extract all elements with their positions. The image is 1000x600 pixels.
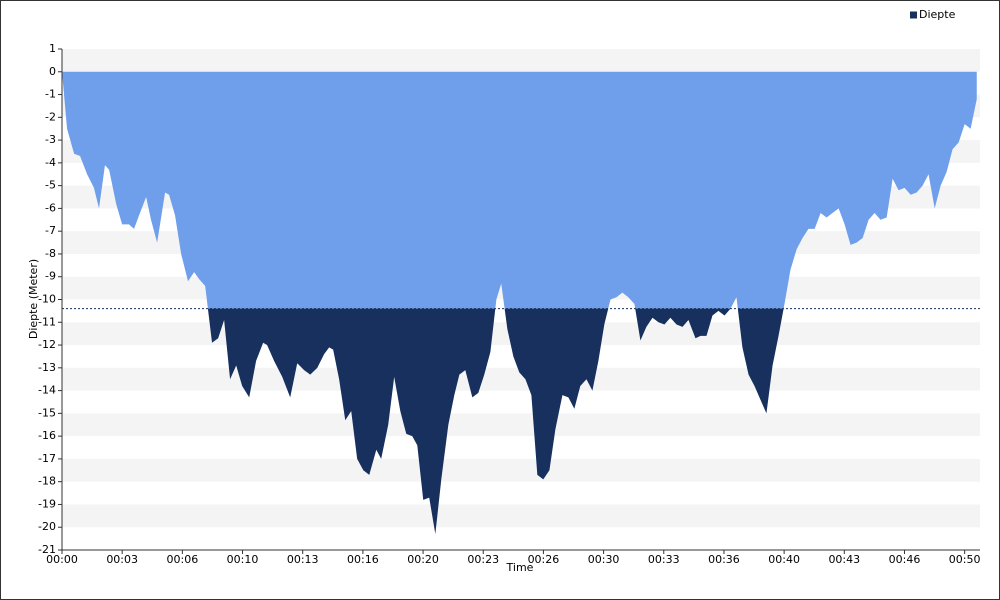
legend-label: Diepte — [919, 8, 956, 21]
x-tick-label: 00:50 — [949, 553, 981, 566]
y-tick-label: -17 — [38, 452, 56, 465]
y-tick-label: -21 — [38, 543, 56, 556]
x-tick-label: 00:13 — [287, 553, 319, 566]
y-tick-label: -7 — [45, 224, 56, 237]
x-axis-title: Time — [506, 561, 534, 574]
x-tick-label: 00:26 — [528, 553, 560, 566]
x-tick-label: 00:03 — [106, 553, 138, 566]
x-tick-label: 00:33 — [648, 553, 680, 566]
x-tick-label: 00:46 — [889, 553, 921, 566]
y-tick-label: -16 — [38, 429, 56, 442]
legend-swatch — [910, 11, 917, 19]
x-tick-label: 00:10 — [227, 553, 259, 566]
y-tick-label: -15 — [38, 406, 56, 419]
x-tick-label: 00:20 — [407, 553, 439, 566]
y-tick-label: -8 — [45, 247, 56, 260]
y-tick-label: -18 — [38, 475, 56, 488]
x-tick-label: 00:30 — [588, 553, 620, 566]
y-tick-label: 1 — [49, 42, 56, 55]
x-tick-label: 00:06 — [167, 553, 199, 566]
y-tick-label: -9 — [45, 270, 56, 283]
x-tick-label: 00:16 — [347, 553, 379, 566]
y-tick-label: -2 — [45, 110, 56, 123]
y-axis-title: Diepte (Meter) — [27, 259, 40, 339]
y-tick-label: -5 — [45, 179, 56, 192]
y-tick-label: -1 — [45, 88, 56, 101]
grid-band — [62, 413, 980, 437]
x-tick-label: 00:43 — [828, 553, 860, 566]
y-tick-label: -11 — [38, 315, 56, 328]
y-tick-label: -4 — [45, 156, 56, 169]
y-tick-label: -6 — [45, 201, 56, 214]
x-tick-label: 00:36 — [708, 553, 740, 566]
y-tick-label: -3 — [45, 133, 56, 146]
y-tick-label: -14 — [38, 384, 56, 397]
y-tick-label: -13 — [38, 361, 56, 374]
area-below — [207, 308, 784, 535]
y-tick-label: 0 — [49, 65, 56, 78]
grid-band — [62, 49, 980, 72]
grid-band — [62, 504, 980, 528]
area-above — [62, 71, 977, 309]
x-tick-label: 00:00 — [46, 553, 78, 566]
grid-band — [62, 458, 980, 482]
y-tick-label: -10 — [38, 293, 56, 306]
y-tick-label: -19 — [38, 497, 56, 510]
y-tick-label: -20 — [38, 520, 56, 533]
x-tick-label: 00:40 — [768, 553, 800, 566]
y-tick-label: -12 — [38, 338, 56, 351]
x-tick-label: 00:23 — [467, 553, 499, 566]
